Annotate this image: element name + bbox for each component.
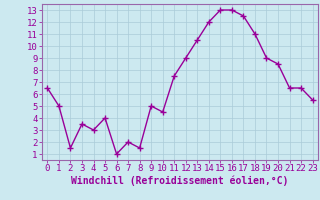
X-axis label: Windchill (Refroidissement éolien,°C): Windchill (Refroidissement éolien,°C) [71,176,289,186]
